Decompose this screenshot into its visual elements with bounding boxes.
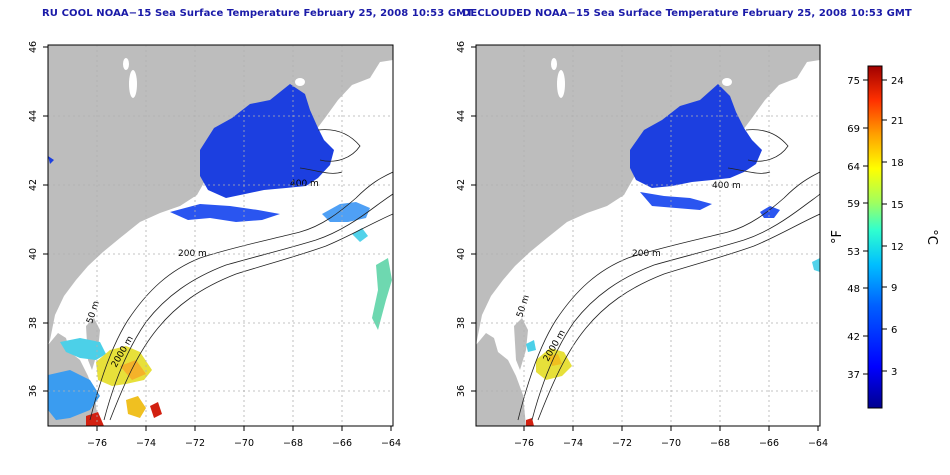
y-tick-label: 46 [28,41,39,53]
x-tick-label: −70 [661,438,681,449]
isobath-lines [89,129,393,421]
cold-water-patch [630,84,762,188]
warm-water-patch [48,370,100,420]
x-tick-label: −74 [136,438,156,449]
y-tick-label: 44 [456,110,467,122]
y-tick-label: 46 [456,41,467,53]
cold-water-patch [48,156,54,164]
lake [295,78,305,86]
colorbar-f-tick: 48 [847,284,860,295]
colorbar-ticks [863,79,887,375]
colorbar-celsius-label: °C [924,229,939,245]
cool-water-patch [526,340,536,352]
left-map-panel: 200 m 400 m 50 m 2000 m [28,41,401,449]
x-tick-label: −66 [332,438,352,449]
colorbar-f-tick: 42 [847,332,860,343]
cool-water-patch [372,258,392,330]
y-axis [471,46,476,392]
colorbar-c-tick: 18 [891,158,904,169]
right-panel-title: DECLOUDED NOAA−15 Sea Surface Temperatur… [462,8,912,19]
isobath-lines [517,129,820,421]
colorbar: 75 69 64 59 53 48 42 37 24 21 18 15 12 9… [830,65,939,409]
lat-lon-grid [476,45,820,426]
x-tick-label: −72 [612,438,632,449]
peninsula [514,318,528,370]
warm-water-patch [60,338,106,360]
colorbar-gradient [867,65,883,409]
land-mass [48,45,393,345]
lake [551,58,557,70]
land-mass [476,333,526,426]
right-map-panel: 200 m 400 m 50 m 2000 m [456,41,828,449]
isobath-label-400m: 400 m [290,179,319,189]
x-tick-label: −76 [514,438,534,449]
y-tick-label: 38 [456,317,467,329]
x-tick-label: −66 [759,438,779,449]
lake [557,70,565,98]
colorbar-c-tick: 15 [891,200,904,211]
isobath-label-400m: 400 m [712,181,741,191]
lake [722,78,732,86]
warm-water-patch [126,396,146,418]
y-axis [43,46,48,392]
x-axis [523,426,819,431]
x-tick-label: −64 [381,438,401,449]
cold-water-patch [200,84,334,198]
colorbar-c-tick: 3 [891,367,897,378]
colorbar-f-tick: 69 [847,124,860,135]
x-tick-label: −72 [185,438,205,449]
cool-water-patch [322,202,370,222]
left-panel-title: RU COOL NOAA−15 Sea Surface Temperature … [42,8,474,19]
x-tick-label: −74 [563,438,583,449]
y-tick-label: 36 [456,385,467,397]
colorbar-c-tick: 9 [891,283,897,294]
hot-water-patch [86,412,104,426]
cold-water-patch [640,192,712,210]
colorbar-fahrenheit-label: °F [830,230,845,244]
y-tick-label: 40 [456,248,467,260]
y-tick-label: 40 [28,248,39,260]
cool-water-patch [352,228,368,242]
colorbar-c-tick: 6 [891,325,897,336]
x-tick-label: −68 [710,438,730,449]
cold-water-patch [170,204,280,222]
lake [123,58,129,70]
y-tick-label: 42 [456,179,467,191]
lat-lon-grid [48,45,393,426]
colorbar-c-tick: 24 [891,76,904,87]
land-mass [476,45,820,345]
cool-water-patch [812,258,820,272]
plot-frame [475,44,821,427]
colorbar-f-tick: 59 [847,199,860,210]
cold-water-patch [760,206,780,218]
x-tick-label: −64 [808,438,828,449]
y-tick-label: 44 [28,110,39,122]
y-tick-label: 38 [28,317,39,329]
colorbar-f-tick: 64 [847,162,860,173]
lake [129,70,137,98]
plot-frame [47,44,394,427]
x-tick-label: −68 [283,438,303,449]
colorbar-f-tick: 53 [847,247,860,258]
x-tick-label: −76 [87,438,107,449]
colorbar-f-tick: 75 [847,76,860,87]
colorbar-f-tick: 37 [847,370,860,381]
x-tick-label: −70 [234,438,254,449]
y-tick-label: 36 [28,385,39,397]
hot-water-patch [150,402,162,418]
x-axis [96,426,392,431]
y-tick-label: 42 [28,179,39,191]
warm-water-patch [120,360,146,380]
colorbar-c-tick: 21 [891,116,904,127]
isobath-label-200m: 200 m [178,249,207,259]
colorbar-c-tick: 12 [891,242,904,253]
